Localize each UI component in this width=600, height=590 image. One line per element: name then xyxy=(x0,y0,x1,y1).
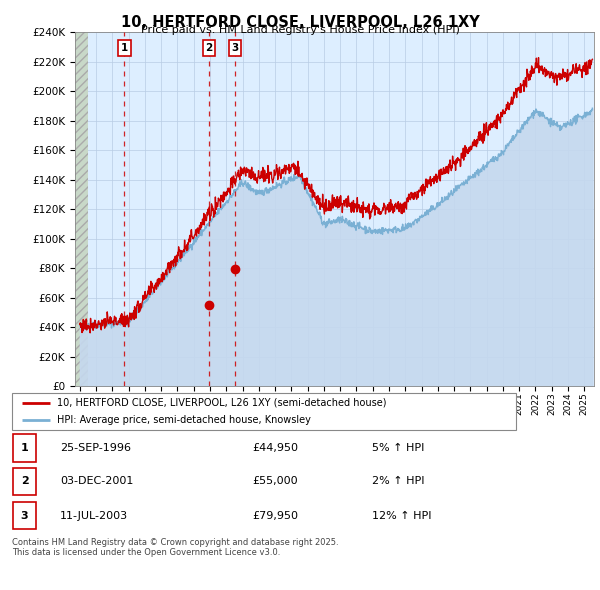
FancyBboxPatch shape xyxy=(13,502,36,529)
Text: 25-SEP-1996: 25-SEP-1996 xyxy=(60,443,131,453)
Text: 03-DEC-2001: 03-DEC-2001 xyxy=(60,477,133,486)
FancyBboxPatch shape xyxy=(12,393,516,430)
Text: 2: 2 xyxy=(205,43,212,53)
Bar xyxy=(75,32,88,386)
Text: 1: 1 xyxy=(21,443,28,453)
Text: 1: 1 xyxy=(121,43,128,53)
Text: 12% ↑ HPI: 12% ↑ HPI xyxy=(372,511,431,520)
Text: HPI: Average price, semi-detached house, Knowsley: HPI: Average price, semi-detached house,… xyxy=(58,415,311,425)
Text: Contains HM Land Registry data © Crown copyright and database right 2025.
This d: Contains HM Land Registry data © Crown c… xyxy=(12,538,338,558)
Text: 3: 3 xyxy=(231,43,238,53)
Text: 11-JUL-2003: 11-JUL-2003 xyxy=(60,511,128,520)
Text: 10, HERTFORD CLOSE, LIVERPOOL, L26 1XY: 10, HERTFORD CLOSE, LIVERPOOL, L26 1XY xyxy=(121,15,479,30)
FancyBboxPatch shape xyxy=(13,468,36,495)
Text: 5% ↑ HPI: 5% ↑ HPI xyxy=(372,443,424,453)
Text: £44,950: £44,950 xyxy=(252,443,298,453)
Text: 2: 2 xyxy=(21,477,28,486)
Text: £55,000: £55,000 xyxy=(252,477,298,486)
Text: 2% ↑ HPI: 2% ↑ HPI xyxy=(372,477,425,486)
Text: £79,950: £79,950 xyxy=(252,511,298,520)
Text: 3: 3 xyxy=(21,511,28,520)
Text: 10, HERTFORD CLOSE, LIVERPOOL, L26 1XY (semi-detached house): 10, HERTFORD CLOSE, LIVERPOOL, L26 1XY (… xyxy=(58,398,387,408)
FancyBboxPatch shape xyxy=(13,434,36,461)
Text: Price paid vs. HM Land Registry's House Price Index (HPI): Price paid vs. HM Land Registry's House … xyxy=(140,25,460,35)
